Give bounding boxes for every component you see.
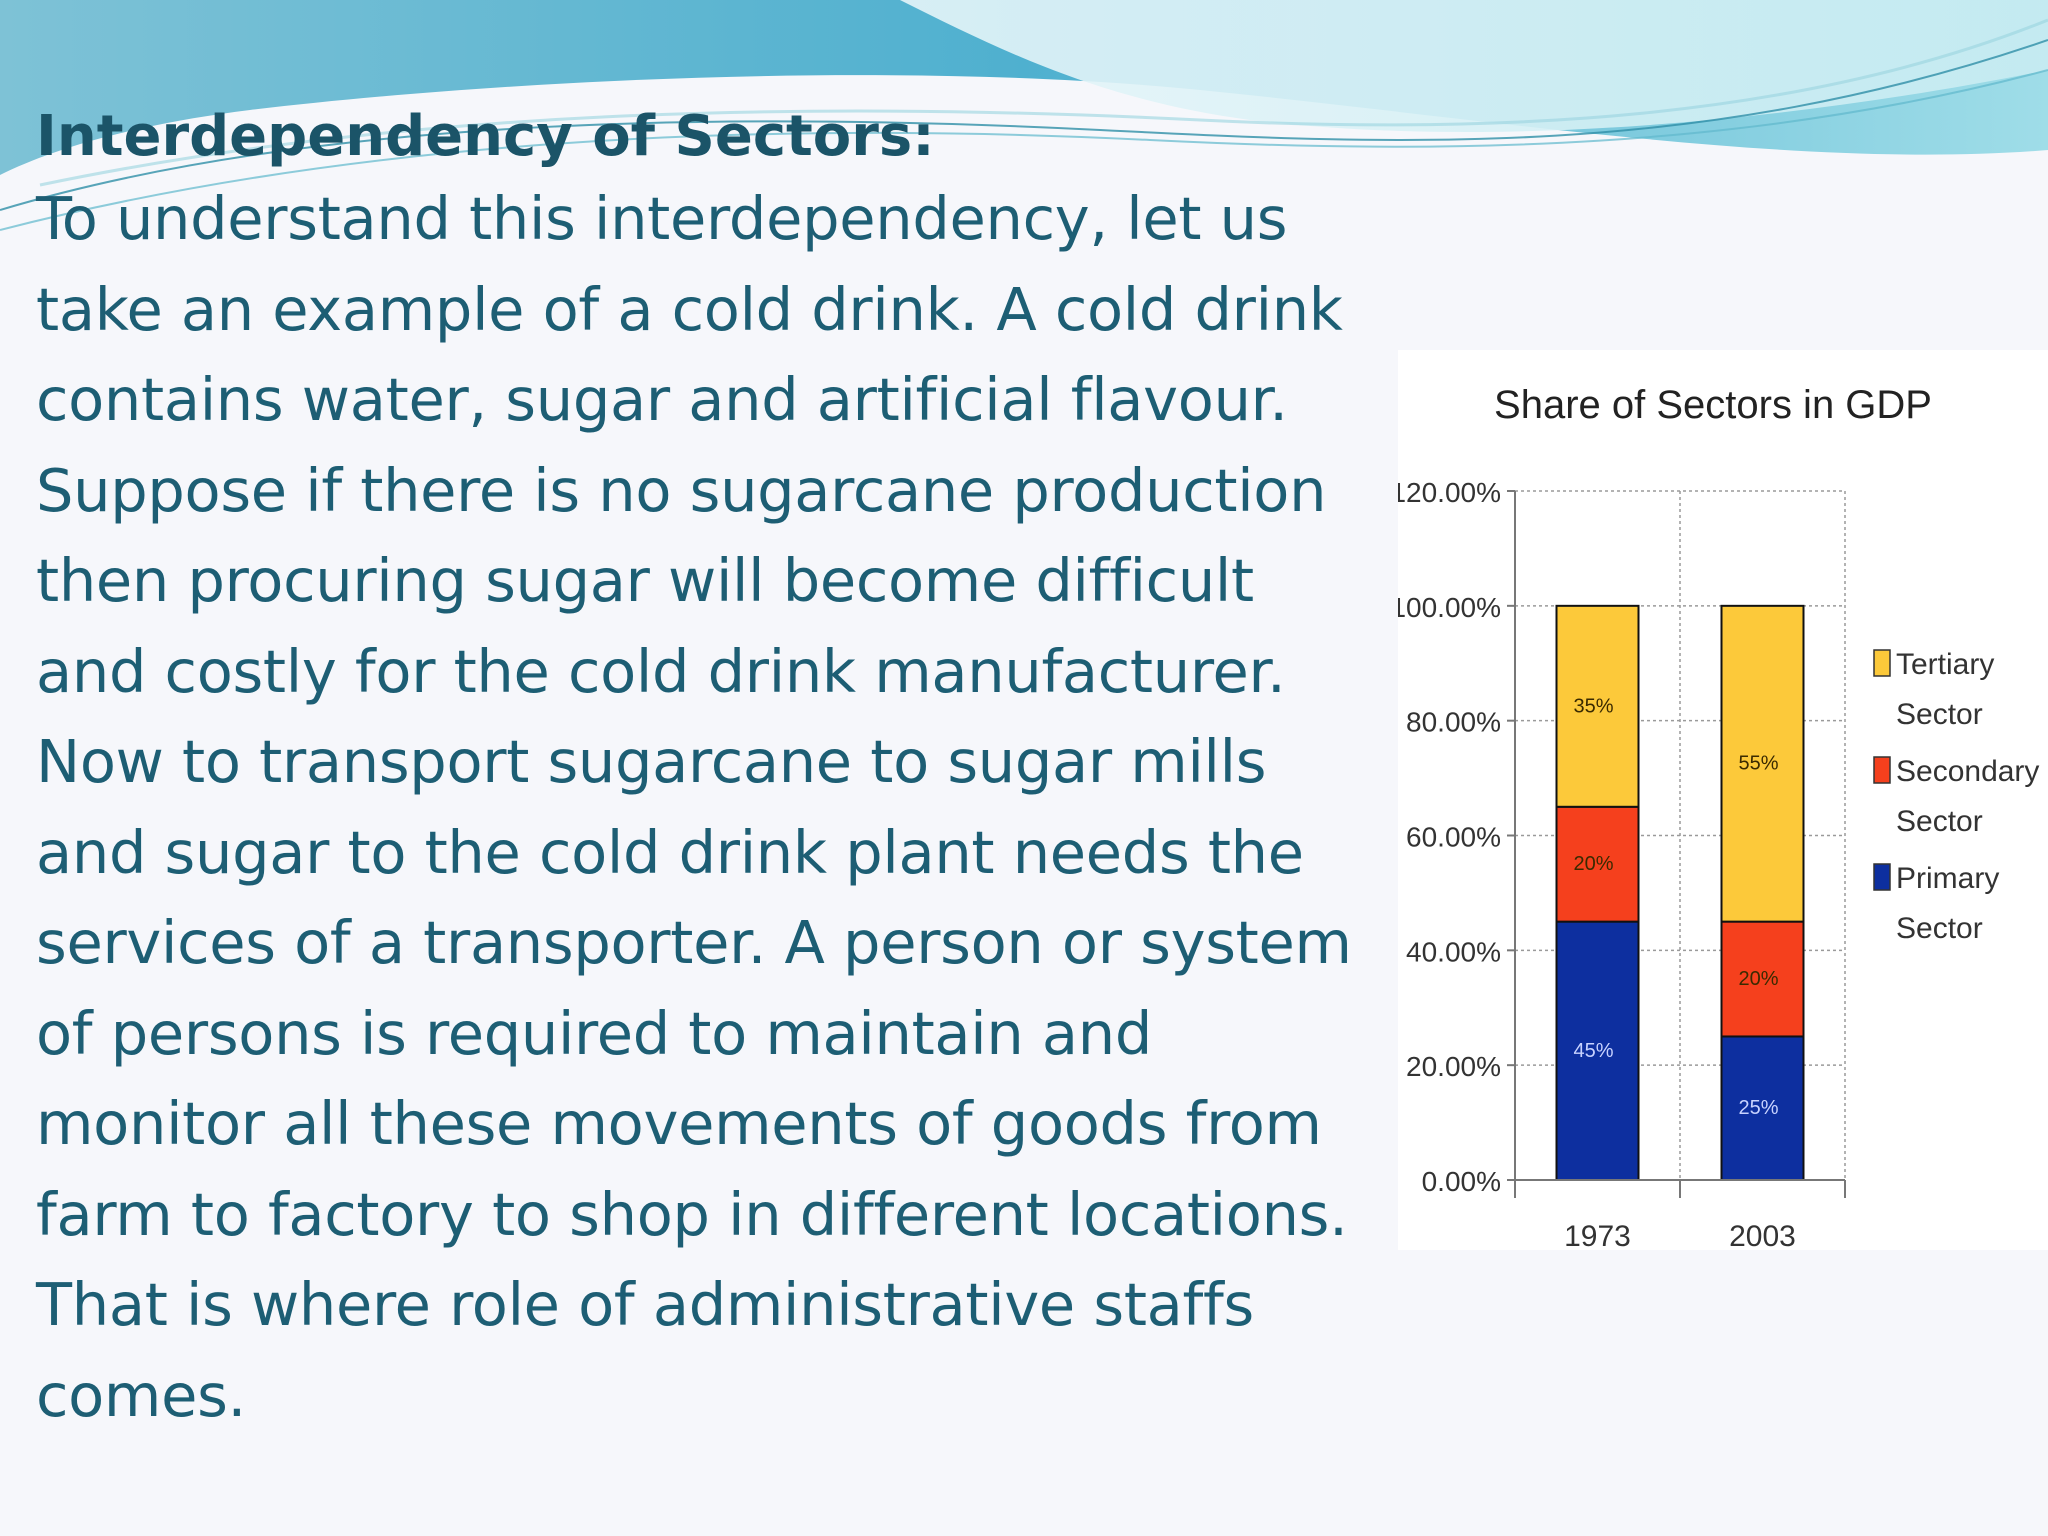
body-line: Suppose if there is no sugarcane product… [36, 455, 1327, 525]
body-text: To understand this interdependency, let … [36, 174, 1436, 1441]
y-tick-label: 100.00% [1398, 592, 1501, 623]
body-line: take an example of a cold drink. A cold … [36, 274, 1343, 344]
chart-panel: Share of Sectors in GDP 45% 20% 35% 25% 20% 5… [1398, 350, 2048, 1250]
y-tick-label: 40.00% [1406, 936, 1501, 967]
body-line: Now to transport sugarcane to sugar mill… [36, 727, 1267, 796]
body-line: then procuring sugar will become difficu… [36, 546, 1254, 615]
legend-swatch [1873, 649, 1891, 677]
bar-segment [1720, 1035, 1805, 1181]
legend-swatch [1873, 863, 1891, 891]
wave-line-1 [0, 39, 2048, 211]
stacked-bar-chart: Share of Sectors in GDP 45% 20% 35% 25% 20% 5… [1398, 383, 2039, 1250]
axes: 0.00% 20.00% 40.00% 60.00% 80.00% 100.00% 120.… [1398, 477, 1846, 1250]
legend-label: Sector [1896, 698, 1983, 731]
bar-segment [1720, 604, 1805, 923]
y-tick-label: 20.00% [1406, 1051, 1501, 1082]
data-label: 35% [1573, 695, 1613, 717]
data-label: 20% [1573, 853, 1613, 875]
data-label: 45% [1573, 1040, 1613, 1062]
body-line: services of a transporter. A person or s… [36, 908, 1352, 977]
y-tick-label: 80.00% [1406, 707, 1501, 738]
chart-title: Share of Sectors in GDP [1494, 383, 1932, 427]
body-line: and costly for the cold drink manufactur… [36, 636, 1286, 706]
body-line: That is where role of administrative sta… [36, 1270, 1254, 1339]
data-label: 55% [1738, 753, 1778, 775]
body-line: and sugar to the cold drink plant needs … [36, 817, 1304, 887]
legend-label: Sector [1896, 912, 1983, 945]
y-tick-label: 120.00% [1398, 477, 1501, 508]
background-waves [0, 0, 2048, 231]
x-tick-label: 2003 [1729, 1220, 1796, 1250]
legend-label: Primary [1896, 862, 1999, 895]
data-label: 25% [1738, 1097, 1778, 1119]
body-line: farm to factory to shop in different loc… [36, 1179, 1348, 1249]
body-line: To understand this interdependency, let … [36, 184, 1288, 253]
slide-title: Interdependency of Sectors: [36, 104, 935, 169]
bar-segment [1555, 604, 1640, 808]
legend-label: Tertiary [1896, 648, 1994, 681]
body-line: monitor all these movements of goods fro… [36, 1089, 1322, 1158]
wave-line-2 [0, 69, 2048, 231]
bar-segment [1555, 920, 1640, 1181]
y-tick-label: 0.00% [1422, 1166, 1501, 1197]
body-line: comes. [36, 1360, 247, 1430]
wave-line-3 [39, 18, 2048, 187]
legend-label: Secondary [1896, 755, 2039, 788]
x-tick-label: 1973 [1564, 1220, 1631, 1250]
legend: Tertiary Sector Secondary Sector Primary Sect… [1873, 648, 2039, 945]
y-tick-label: 60.00% [1406, 822, 1501, 853]
legend-swatch [1873, 756, 1891, 784]
body-line: contains water, sugar and artificial fla… [36, 365, 1288, 434]
legend-label: Sector [1896, 805, 1983, 838]
bar-segment [1720, 920, 1805, 1038]
bars: 45% 20% 35% 25% 20% 55% [1555, 604, 1805, 1181]
data-label: 20% [1738, 968, 1778, 990]
body-line: of persons is required to maintain and [36, 998, 1153, 1068]
text-block: Interdependency of Sectors: To understan… [36, 100, 1436, 1441]
